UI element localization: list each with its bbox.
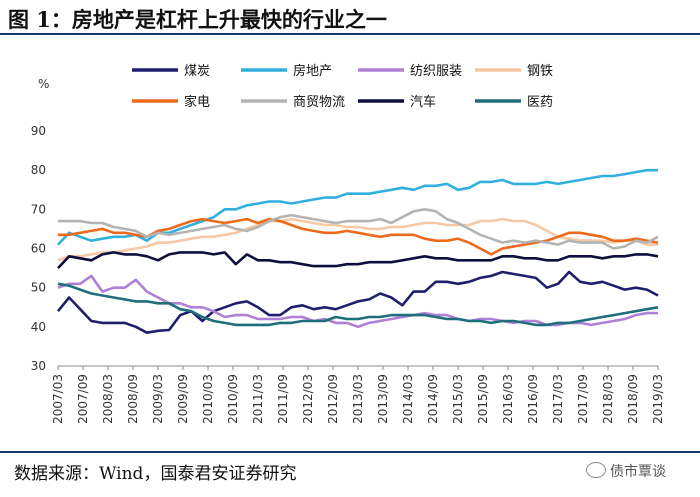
legend-label: 家电	[184, 94, 210, 110]
y-axis: % 30 40 50 60 70 80 90	[31, 77, 50, 373]
x-tick-label: 2018/03	[601, 374, 615, 424]
legend-label: 商贸物流	[293, 95, 345, 110]
figure-title: 图 1：房地产是杠杆上升最快的行业之一	[8, 7, 387, 32]
x-tick-label: 2016/03	[501, 374, 515, 424]
x-axis: 2007/03 2007/09 2008/03 2008/09 2009/03 2009/…	[51, 365, 665, 424]
y-axis-unit: %	[38, 77, 49, 91]
top-rule	[0, 33, 700, 35]
legend-label: 纺织服装	[410, 64, 462, 79]
watermark-text: 债市覃谈	[610, 464, 666, 480]
x-tick-label: 2018/09	[626, 374, 640, 424]
y-tick-label: 70	[31, 202, 46, 216]
x-tick-label: 2007/03	[51, 374, 65, 424]
x-tick-label: 2013/03	[351, 374, 365, 424]
y-tick-label: 50	[31, 281, 46, 295]
series-line-煤炭	[56, 270, 659, 335]
series-line-汽车	[57, 251, 659, 269]
x-tick-label: 2010/03	[201, 374, 215, 424]
x-tick-label: 2008/03	[101, 374, 115, 424]
series-line-医药	[57, 282, 659, 327]
x-tick-label: 2015/03	[451, 374, 465, 424]
x-tick-label: 2010/09	[226, 374, 240, 424]
x-tick-label: 2011/09	[276, 374, 290, 424]
y-tick-label: 30	[31, 359, 46, 373]
y-tick-label: 90	[31, 124, 46, 138]
x-tick-label: 2015/09	[476, 374, 490, 424]
wechat-icon	[586, 462, 606, 478]
series-line-纺织服装	[57, 274, 658, 329]
x-tick-label: 2007/09	[76, 374, 90, 424]
bottom-rule	[0, 451, 700, 453]
series-line-家电	[58, 217, 659, 256]
x-tick-label: 2017/09	[576, 374, 590, 424]
x-tick-label: 2011/03	[251, 374, 265, 424]
x-tick-label: 2013/09	[376, 374, 390, 424]
x-tick-label: 2014/09	[426, 374, 440, 424]
x-tick-label: 2008/09	[126, 374, 140, 424]
x-tick-label: 2017/03	[551, 374, 565, 424]
watermark: 债市覃谈	[586, 461, 666, 481]
legend-label: 煤炭	[184, 64, 210, 79]
legend-label: 房地产	[293, 63, 332, 79]
legend-label: 汽车	[410, 94, 436, 110]
x-tick-label: 2014/03	[401, 374, 415, 424]
x-tick-label: 2016/09	[526, 374, 540, 424]
x-tick-label: 2012/09	[326, 374, 340, 424]
y-tick-label: 60	[31, 242, 46, 256]
y-tick-label: 40	[31, 320, 46, 334]
x-tick-label: 2019/03	[651, 374, 665, 424]
series-lines	[56, 168, 659, 335]
source-note: 数据来源：Wind，国泰君安证券研究	[14, 464, 297, 484]
legend-label: 钢铁	[527, 64, 553, 79]
x-tick-label: 2012/03	[301, 374, 315, 424]
series-line-商贸物流	[58, 208, 659, 250]
x-tick-label: 2009/09	[176, 374, 190, 424]
legend-label: 医药	[527, 95, 553, 110]
x-tick-label: 2009/03	[151, 374, 165, 424]
y-tick-label: 80	[31, 163, 46, 177]
